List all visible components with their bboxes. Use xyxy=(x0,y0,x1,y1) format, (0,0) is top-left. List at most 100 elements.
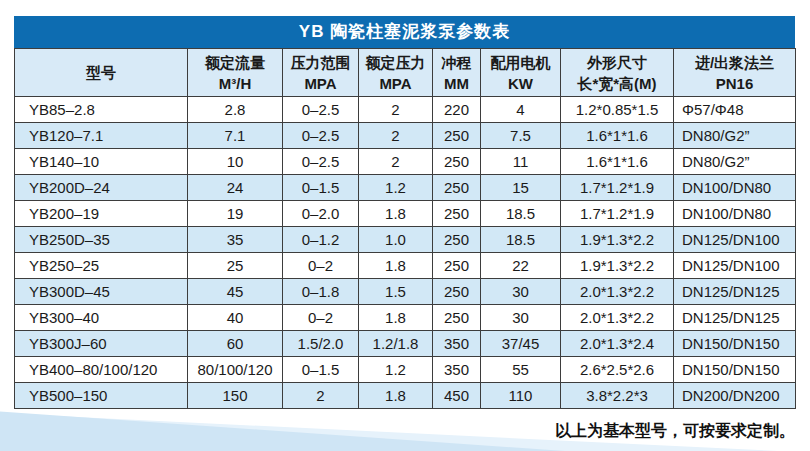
cell-rated-pressure: 2 xyxy=(359,149,433,175)
cell-rated-pressure: 1.8 xyxy=(359,253,433,279)
cell-pressure-range: 0–2.5 xyxy=(283,97,359,123)
cell-motor-power: 7.5 xyxy=(481,123,561,149)
spec-table: 型号 额定流量 M³/H 压力范围 MPA 额定压力 MPA xyxy=(14,48,796,409)
cell-motor-power: 18.5 xyxy=(481,201,561,227)
cell-flow: 40 xyxy=(188,305,283,331)
col-header-label: 冲程 xyxy=(433,52,480,73)
table-row: YB400–80/100/12080/100/1200–1.51.2350552… xyxy=(15,357,796,383)
cell-pressure-range: 0–1.2 xyxy=(283,227,359,253)
cell-stroke: 250 xyxy=(433,305,481,331)
cell-model: YB300J–60 xyxy=(15,331,188,357)
cell-stroke: 250 xyxy=(433,123,481,149)
col-header-flow: 额定流量 M³/H xyxy=(188,49,283,97)
cell-stroke: 250 xyxy=(433,175,481,201)
cell-pressure-range: 0–1.8 xyxy=(283,279,359,305)
cell-model: YB300–40 xyxy=(15,305,188,331)
cell-flange: DN100/DN80 xyxy=(674,175,796,201)
col-header-dimensions: 外形尺寸 长*宽*高(M) xyxy=(561,49,674,97)
cell-flow: 25 xyxy=(188,253,283,279)
cell-flange: DN125/DN125 xyxy=(674,305,796,331)
table-row: YB500–15015021.84501103.8*2.2*3DN200/DN2… xyxy=(15,383,796,409)
col-header-pressure-range: 压力范围 MPA xyxy=(283,49,359,97)
cell-model: YB500–150 xyxy=(15,383,188,409)
cell-flow: 45 xyxy=(188,279,283,305)
footer-note: 以上为基本型号，可按要求定制。 xyxy=(555,421,795,442)
cell-dimensions: 3.8*2.2*3 xyxy=(561,383,674,409)
col-header-unit: 长*宽*高(M) xyxy=(561,73,673,94)
cell-rated-pressure: 1.8 xyxy=(359,383,433,409)
cell-motor-power: 30 xyxy=(481,305,561,331)
col-header-label: 额定压力 xyxy=(359,52,432,73)
page: YB 陶瓷柱塞泥浆泵参数表 型号 额定流量 M³/H 压力范围 xyxy=(0,0,810,451)
cell-model: YB140–10 xyxy=(15,149,188,175)
col-header-stroke: 冲程 MM xyxy=(433,49,481,97)
col-header-unit: MPA xyxy=(359,73,432,94)
cell-motor-power: 11 xyxy=(481,149,561,175)
cell-stroke: 250 xyxy=(433,253,481,279)
col-header-model: 型号 xyxy=(15,49,188,97)
cell-dimensions: 2.6*2.5*2.6 xyxy=(561,357,674,383)
header-row: 型号 额定流量 M³/H 压力范围 MPA 额定压力 MPA xyxy=(15,49,796,97)
cell-pressure-range: 0–2.5 xyxy=(283,149,359,175)
table-row: YB200–19190–2.01.825018.51.7*1.2*1.9DN10… xyxy=(15,201,796,227)
cell-dimensions: 1.6*1*1.6 xyxy=(561,123,674,149)
table-row: YB140–10100–2.52250111.6*1*1.6DN80/G2” xyxy=(15,149,796,175)
cell-flange: DN125/DN125 xyxy=(674,279,796,305)
cell-pressure-range: 0–1.5 xyxy=(283,357,359,383)
cell-flow: 80/100/120 xyxy=(188,357,283,383)
cell-flange: DN125/DN100 xyxy=(674,227,796,253)
cell-pressure-range: 2 xyxy=(283,383,359,409)
cell-model: YB300D–45 xyxy=(15,279,188,305)
col-header-motor-power: 配用电机 KW xyxy=(481,49,561,97)
cell-rated-pressure: 1.5 xyxy=(359,279,433,305)
cell-motor-power: 4 xyxy=(481,97,561,123)
cell-motor-power: 18.5 xyxy=(481,227,561,253)
cell-dimensions: 1.9*1.3*2.2 xyxy=(561,253,674,279)
cell-pressure-range: 0–2.5 xyxy=(283,123,359,149)
cell-flow: 24 xyxy=(188,175,283,201)
cell-stroke: 250 xyxy=(433,201,481,227)
cell-flow: 10 xyxy=(188,149,283,175)
cell-rated-pressure: 1.2 xyxy=(359,175,433,201)
cell-pressure-range: 0–2.0 xyxy=(283,201,359,227)
cell-pressure-range: 0–1.5 xyxy=(283,175,359,201)
cell-flange: DN125/DN100 xyxy=(674,253,796,279)
cell-pressure-range: 0–2 xyxy=(283,253,359,279)
cell-rated-pressure: 1.2 xyxy=(359,357,433,383)
cell-pressure-range: 0–2 xyxy=(283,305,359,331)
cell-model: YB120–7.1 xyxy=(15,123,188,149)
cell-model: YB200–19 xyxy=(15,201,188,227)
col-header-label: 压力范围 xyxy=(283,52,358,73)
cell-motor-power: 55 xyxy=(481,357,561,383)
cell-flow: 150 xyxy=(188,383,283,409)
cell-stroke: 350 xyxy=(433,331,481,357)
table-body: YB85–2.82.80–2.5222041.2*0.85*1.5Φ57/Φ48… xyxy=(15,97,796,409)
cell-dimensions: 1.6*1*1.6 xyxy=(561,149,674,175)
col-header-unit: M³/H xyxy=(188,73,282,94)
col-header-unit: MPA xyxy=(283,73,358,94)
cell-pressure-range: 1.5/2.0 xyxy=(283,331,359,357)
col-header-unit: MM xyxy=(433,73,480,94)
cell-flange: Φ57/Φ48 xyxy=(674,97,796,123)
cell-stroke: 250 xyxy=(433,227,481,253)
cell-motor-power: 110 xyxy=(481,383,561,409)
table-row: YB85–2.82.80–2.5222041.2*0.85*1.5Φ57/Φ48 xyxy=(15,97,796,123)
cell-flange: DN80/G2” xyxy=(674,149,796,175)
cell-stroke: 450 xyxy=(433,383,481,409)
cell-flow: 35 xyxy=(188,227,283,253)
cell-flange: DN150/DN150 xyxy=(674,331,796,357)
cell-flow: 60 xyxy=(188,331,283,357)
cell-dimensions: 2.0*1.3*2.4 xyxy=(561,331,674,357)
cell-flange: DN80/G2” xyxy=(674,123,796,149)
cell-motor-power: 37/45 xyxy=(481,331,561,357)
table-row: YB300J–60601.5/2.01.2/1.835037/452.0*1.3… xyxy=(15,331,796,357)
cell-rated-pressure: 1.0 xyxy=(359,227,433,253)
cell-dimensions: 1.7*1.2*1.9 xyxy=(561,201,674,227)
cell-model: YB400–80/100/120 xyxy=(15,357,188,383)
cell-dimensions: 1.9*1.3*2.2 xyxy=(561,227,674,253)
col-header-label: 配用电机 xyxy=(481,52,560,73)
col-header-flange: 进/出浆法兰 PN16 xyxy=(674,49,796,97)
col-header-unit: KW xyxy=(481,73,560,94)
col-header-unit: PN16 xyxy=(674,73,795,94)
table-row: YB120–7.17.10–2.522507.51.6*1*1.6DN80/G2… xyxy=(15,123,796,149)
